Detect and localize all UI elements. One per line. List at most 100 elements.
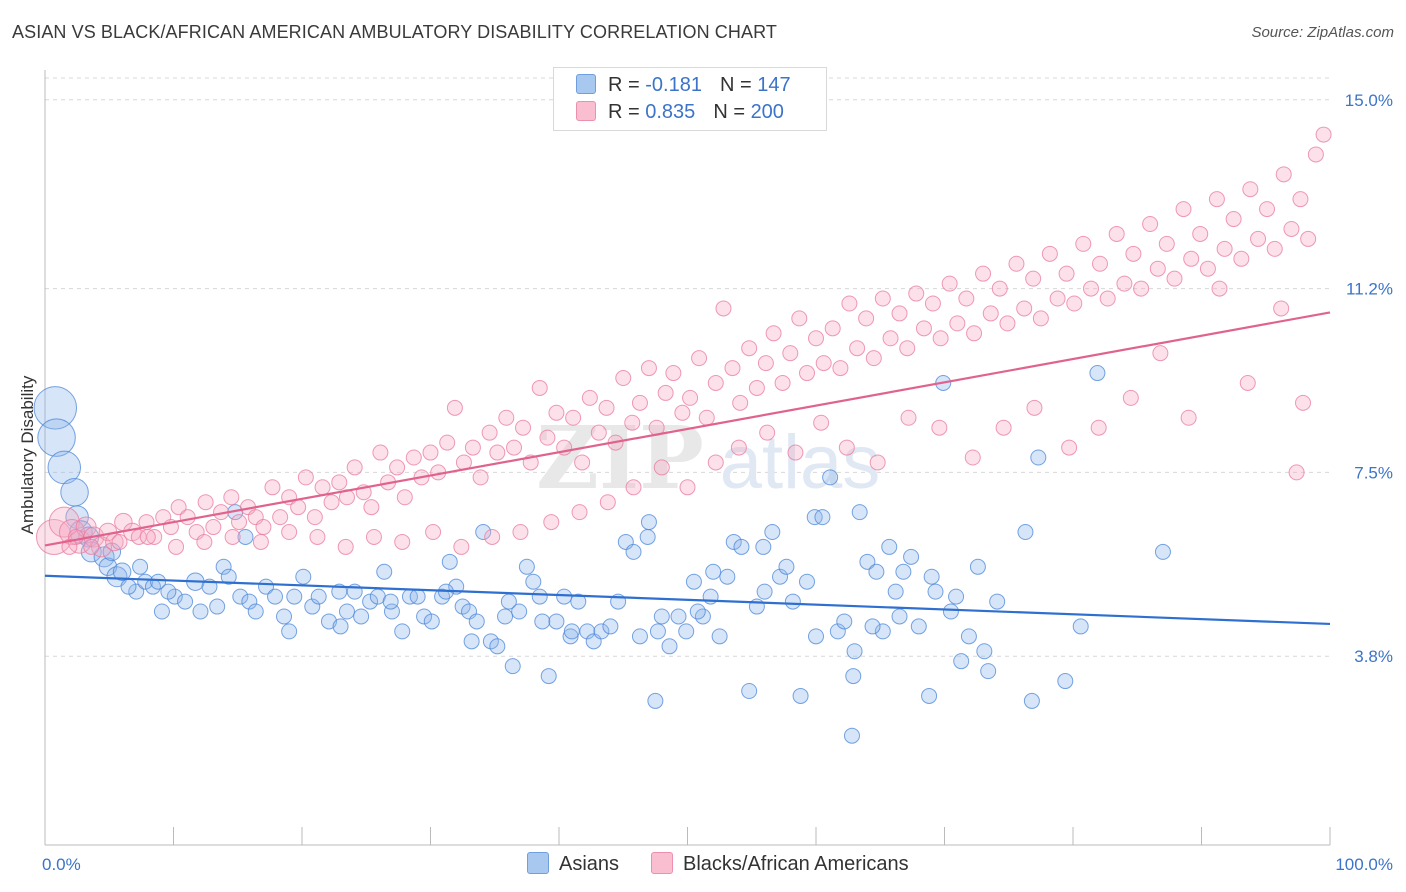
black-point [625,479,642,496]
black-point [323,494,340,511]
asian-point [661,638,678,655]
asian-point [792,687,809,704]
black-point [932,330,949,347]
black-point [464,439,481,456]
black-point [223,489,240,506]
black-point [707,454,724,471]
asian-point [711,628,728,645]
asian-point [548,613,565,630]
black-point [858,310,875,327]
black-point [446,399,463,416]
black-point [931,419,948,436]
asian-point [241,593,258,610]
asian-point [128,583,145,600]
black-point [484,528,501,545]
asian-point [843,727,860,744]
black-point [1041,245,1058,262]
black-point [900,409,917,426]
asian-point [980,663,997,680]
black-point [999,315,1016,332]
asian-point [772,568,789,585]
asian-point [602,618,619,635]
asian-point [454,598,471,615]
black-point [730,439,747,456]
black-point [1152,345,1169,362]
asian-point [784,593,801,610]
black-point [741,340,758,357]
black-point [389,459,406,476]
black-point [995,419,1012,436]
black-point [1008,255,1025,272]
black-point [1082,280,1099,297]
black-point [707,374,724,391]
black-point [724,360,741,377]
black-point [815,355,832,372]
asian-point [518,558,535,575]
asian-point [670,608,687,625]
asian-point [631,628,648,645]
x-tick-label: 0.0% [42,855,81,874]
asian-point [556,588,573,605]
black-point [748,379,765,396]
black-point [196,533,213,550]
black-point [1099,290,1116,307]
asian-point [409,588,426,605]
black-point [543,514,560,531]
asian-point [1030,449,1047,466]
black-point [363,499,380,516]
asian-point [563,623,580,640]
asian-point [755,538,772,555]
black-point [581,389,598,406]
asian-point [593,623,610,640]
asian-point [353,608,370,625]
asian-point [475,524,492,541]
black-point [1058,265,1075,282]
y-tick-label: 3.8% [1354,647,1393,666]
asian-point [534,613,551,630]
black-point [1295,394,1312,411]
black-point [231,514,248,531]
black-point [83,538,100,555]
black-point [599,494,616,511]
asian-point [846,643,863,660]
asian-point [281,623,298,640]
legend-item-blacks: Blacks/African Americans [651,852,909,876]
black-point [1049,290,1066,307]
black-point [1216,240,1233,257]
asian-point [705,563,722,580]
asian-point [220,568,237,585]
black-point [314,479,331,496]
black-point [565,409,582,426]
r-value: 0.835 [645,101,696,123]
asian-point [531,588,548,605]
black-point [598,399,615,416]
x-tick-label: 100.0% [1335,855,1393,874]
asian-point [1072,618,1089,635]
asian-trend-line [44,574,1331,626]
black-point [290,499,307,516]
asian-point [969,558,986,575]
black-point [1025,270,1042,287]
asian-point [106,566,128,588]
black-point [139,528,156,545]
y-tick-label: 15.0% [1345,91,1393,110]
legend-row-asian: R = -0.181 N = 147 [576,74,791,100]
black-point [949,315,966,332]
black-point [1158,235,1175,252]
asian-point [332,618,349,635]
asian-point [1089,365,1106,382]
asian-point [719,568,736,585]
asian-point [137,573,154,590]
black-point [832,360,849,377]
black-point [539,429,556,446]
black-point [1122,389,1139,406]
asian-point [153,603,170,620]
black-point [964,449,981,466]
asian-point [948,588,965,605]
black-point [1192,225,1209,242]
asian-point [689,603,706,620]
black-point [439,434,456,451]
black-point [1275,166,1292,183]
asian-point [808,628,824,645]
black-point [425,524,442,541]
